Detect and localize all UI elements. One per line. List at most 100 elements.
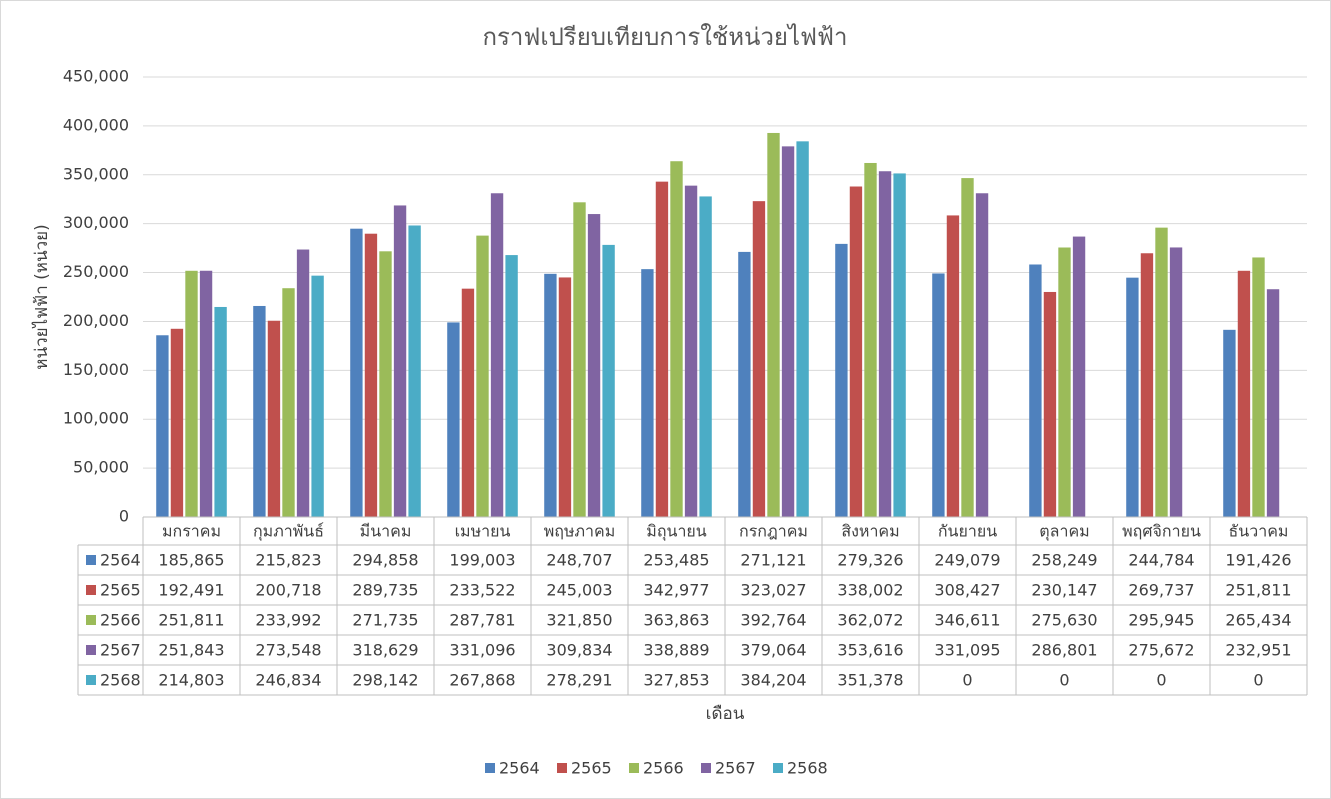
table-cell: 346,611	[934, 611, 1000, 630]
table-cell: 273,548	[255, 641, 321, 660]
x-tick-label: พฤศจิกายน	[1122, 522, 1201, 541]
table-legend-key	[86, 675, 96, 685]
bar	[655, 181, 669, 517]
table-cell: 309,834	[546, 641, 612, 660]
table-cell: 230,147	[1031, 581, 1097, 600]
legend-label: 2564	[499, 759, 540, 778]
y-tick-label: 300,000	[63, 213, 129, 232]
legend-key	[629, 763, 639, 773]
y-tick-label: 200,000	[63, 311, 129, 330]
bar	[699, 196, 712, 517]
legend-label: 2565	[571, 759, 612, 778]
bar	[893, 173, 906, 517]
y-tick-label: 350,000	[63, 164, 129, 183]
table-cell: 271,121	[740, 551, 806, 570]
table-cell: 342,977	[643, 581, 709, 600]
y-tick-label: 450,000	[63, 67, 129, 86]
bar	[505, 255, 518, 517]
table-series-name: 2565	[100, 581, 141, 600]
table-cell: 214,803	[158, 671, 224, 690]
bar	[156, 335, 169, 517]
table-legend-key	[86, 615, 96, 625]
table-cell: 191,426	[1225, 551, 1291, 570]
table-legend-key	[86, 555, 96, 565]
x-tick-label: มีนาคม	[360, 522, 412, 541]
table-cell: 278,291	[546, 671, 612, 690]
table-cell: 286,801	[1031, 641, 1097, 660]
legend-label: 2566	[643, 759, 684, 778]
table-cell: 318,629	[352, 641, 418, 660]
table-cell: 298,142	[352, 671, 418, 690]
table-cell: 200,718	[255, 581, 321, 600]
table-cell: 279,326	[837, 551, 903, 570]
table-series-name: 2567	[100, 641, 141, 660]
bar	[835, 243, 848, 518]
table-cell: 287,781	[449, 611, 515, 630]
table-cell: 244,784	[1128, 551, 1194, 570]
table-cell: 275,630	[1031, 611, 1097, 630]
bar	[311, 275, 324, 517]
table-cell: 308,427	[934, 581, 1000, 600]
x-tick-label: มิถุนายน	[646, 522, 707, 542]
table-cell: 295,945	[1128, 611, 1194, 630]
table-cell: 267,868	[449, 671, 515, 690]
bar	[282, 288, 295, 517]
bar	[1237, 270, 1251, 517]
table-cell: 0	[1253, 671, 1263, 690]
table-cell: 251,811	[158, 611, 224, 630]
bar	[350, 228, 363, 517]
bar	[796, 141, 809, 517]
legend-key	[701, 763, 711, 773]
y-axis-title: หน่วยไฟฟ้า (หน่วย)	[31, 224, 52, 370]
table-cell: 271,735	[352, 611, 418, 630]
x-tick-label: กันยายน	[938, 522, 997, 541]
y-tick-label: 50,000	[73, 458, 129, 477]
bar	[641, 269, 654, 517]
table-cell: 215,823	[255, 551, 321, 570]
bar	[379, 251, 392, 517]
table-cell: 185,865	[158, 551, 224, 570]
bar	[1043, 291, 1057, 517]
bar	[267, 320, 281, 517]
bar	[946, 215, 960, 517]
table-cell: 363,863	[643, 611, 709, 630]
bar	[1266, 289, 1280, 517]
table-cell: 233,522	[449, 581, 515, 600]
bar	[447, 322, 460, 517]
table-cell: 331,095	[934, 641, 1000, 660]
bar	[1223, 329, 1236, 517]
y-tick-label: 0	[119, 507, 129, 526]
x-tick-label: ตุลาคม	[1039, 522, 1089, 542]
bar	[587, 214, 601, 517]
y-tick-label: 250,000	[63, 262, 129, 281]
table-cell: 289,735	[352, 581, 418, 600]
y-tick-label: 100,000	[63, 409, 129, 428]
bar	[253, 305, 266, 517]
legend-key	[557, 763, 567, 773]
table-cell: 0	[1156, 671, 1166, 690]
table-series-name: 2568	[100, 671, 141, 690]
table-cell: 245,003	[546, 581, 612, 600]
table-cell: 321,850	[546, 611, 612, 630]
table-cell: 0	[962, 671, 972, 690]
bar	[199, 270, 213, 517]
table-cell: 338,002	[837, 581, 903, 600]
bar	[752, 201, 766, 518]
table-cell: 249,079	[934, 551, 1000, 570]
bar	[573, 202, 586, 517]
bar	[864, 162, 877, 517]
table-cell: 253,485	[643, 551, 709, 570]
table-cell: 327,853	[643, 671, 709, 690]
x-tick-label: สิงหาคม	[841, 522, 899, 541]
table-cell: 323,027	[740, 581, 806, 600]
table-cell: 192,491	[158, 581, 224, 600]
bar	[364, 233, 378, 517]
bar	[767, 132, 780, 517]
bar	[849, 186, 863, 517]
bar	[544, 273, 557, 517]
table-cell: 233,992	[255, 611, 321, 630]
table-cell: 338,889	[643, 641, 709, 660]
x-tick-label: ธันวาคม	[1229, 522, 1289, 541]
table-cell: 251,811	[1225, 581, 1291, 600]
